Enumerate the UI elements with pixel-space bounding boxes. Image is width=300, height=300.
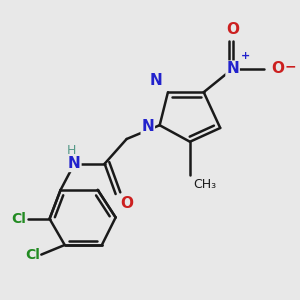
Text: O: O <box>121 196 134 211</box>
Text: N: N <box>141 119 154 134</box>
Text: +: + <box>241 50 250 61</box>
Text: N: N <box>150 73 162 88</box>
Text: CH₃: CH₃ <box>193 178 216 190</box>
Text: Cl: Cl <box>25 248 40 262</box>
Text: H: H <box>67 144 76 157</box>
Text: N: N <box>226 61 239 76</box>
Text: −: − <box>284 59 296 73</box>
Text: O: O <box>271 61 284 76</box>
Text: O: O <box>226 22 239 37</box>
Text: N: N <box>68 156 81 171</box>
Text: Cl: Cl <box>11 212 26 226</box>
